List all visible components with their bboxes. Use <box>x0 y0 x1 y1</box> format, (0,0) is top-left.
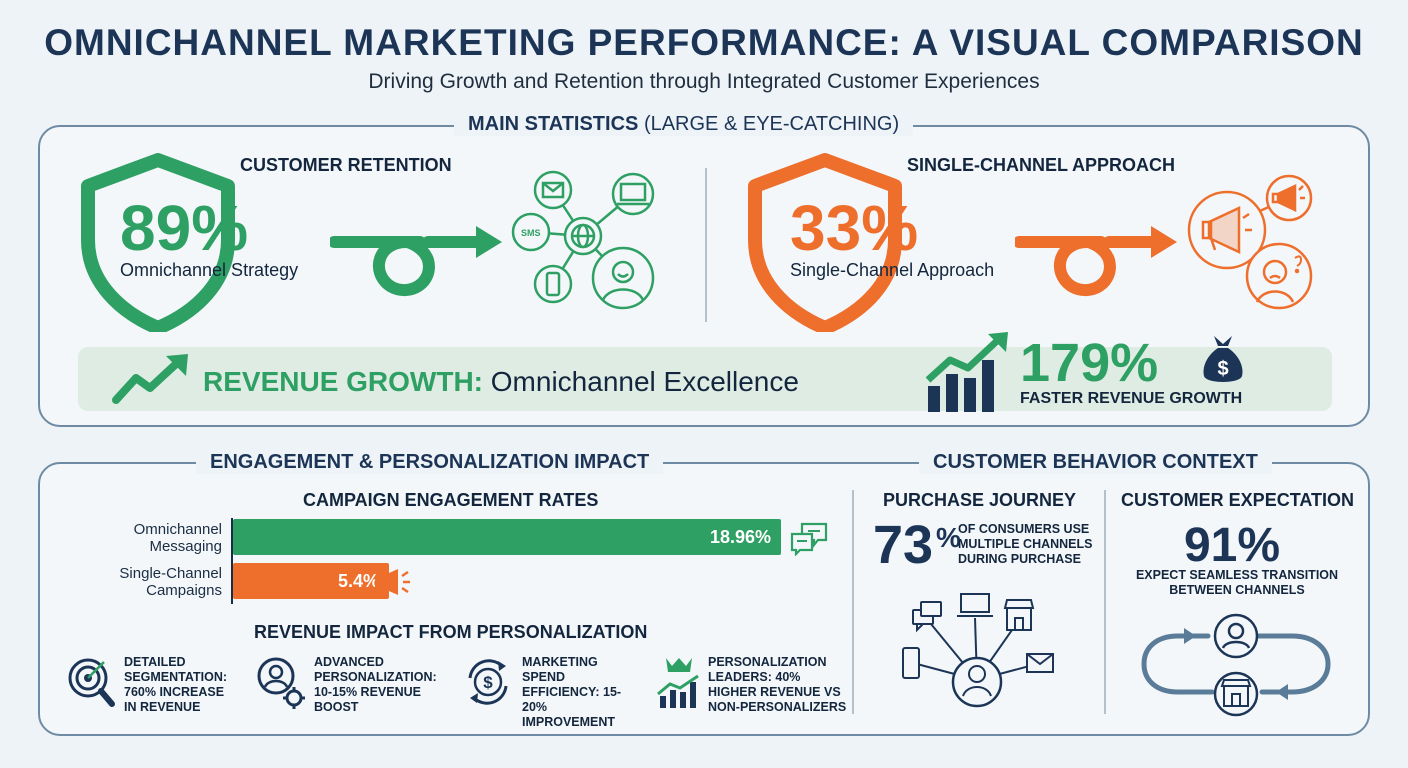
megaphone-icon <box>375 569 410 595</box>
customer-expectation-text: EXPECT SEAMLESS TRANSITION BETWEEN CHANN… <box>1135 568 1339 597</box>
loop-arrow-icon <box>1015 226 1177 297</box>
single-channel-label: Single-Channel Approach <box>790 260 995 280</box>
seamless-transition-icon <box>1141 613 1331 717</box>
megaphone-person-icon <box>1187 174 1313 310</box>
target-search-icon <box>68 658 115 707</box>
svg-text:$: $ <box>483 673 493 692</box>
campaign-engagement-title: CAMPAIGN ENGAGEMENT RATES <box>303 490 599 510</box>
revenue-growth-value: 179% <box>1020 333 1159 393</box>
loop-arrow-icon <box>330 226 502 297</box>
main-stats-divider <box>705 168 707 322</box>
main-statistics-title-light: (LARGE & EYE-CATCHING) <box>643 113 900 135</box>
shield-icon <box>748 153 902 332</box>
purchase-journey-percent: % <box>936 522 961 553</box>
purchase-journey-text: OF CONSUMERS USE MULTIPLE CHANNELS DURIN… <box>958 522 1093 566</box>
single-channel-heading: SINGLE-CHANNEL APPROACH <box>907 155 1176 175</box>
behavior-section-title: CUSTOMER BEHAVIOR CONTEXT <box>919 451 1272 474</box>
person-gear-icon <box>257 657 305 709</box>
money-bag-icon: $ <box>1203 336 1243 382</box>
revenue-growth-label: REVENUE GROWTH: Omnichannel Excellence <box>203 366 799 398</box>
customer-retention-heading: CUSTOMER RETENTION <box>240 155 452 175</box>
channel-network-icon: SMS <box>511 170 655 310</box>
bar-label-single-channel: Single-Channel Campaigns <box>119 565 222 599</box>
personalization-item-text: MARKETING SPEND EFFICIENCY: 15-20% IMPRO… <box>522 655 622 729</box>
revenue-growth-label-rest: Omnichannel Excellence <box>490 366 799 397</box>
dollar-cycle-icon: $ <box>468 659 508 705</box>
bar-single-channel: 5.4% <box>233 563 389 599</box>
revenue-growth-caption: FASTER REVENUE GROWTH <box>1020 390 1243 407</box>
chat-bubbles-icon <box>790 522 828 556</box>
behavior-divider <box>1104 490 1106 714</box>
engagement-panel <box>38 462 1370 736</box>
personalization-item-text: ADVANCED PERSONALIZATION: 10-15% REVENUE… <box>314 655 437 714</box>
retention-label: Omnichannel Strategy <box>120 260 299 280</box>
revenue-growth-banner <box>78 347 1332 411</box>
personalization-item-text: PERSONALIZATION LEADERS: 40% HIGHER REVE… <box>708 655 847 714</box>
crown-chart-icon <box>657 658 699 708</box>
retention-value: 89% <box>120 192 249 264</box>
sms-text: SMS <box>521 228 541 238</box>
engagement-behavior-divider <box>852 490 854 714</box>
personalization-item-text: DETAILED SEGMENTATION: 760% INCREASE IN … <box>124 655 228 714</box>
customer-journey-network-icon <box>902 593 1054 708</box>
chart-axis <box>231 518 233 604</box>
behavior-title-rule <box>860 462 906 464</box>
revenue-growth-label-bold: REVENUE GROWTH: <box>203 366 483 397</box>
purchase-journey-value: 73 <box>873 515 934 575</box>
shield-icon <box>81 153 235 332</box>
trend-up-arrow-icon <box>112 354 188 404</box>
page-title: OMNICHANNEL MARKETING PERFORMANCE: A VIS… <box>44 22 1364 63</box>
main-statistics-title-bold: MAIN STATISTICS <box>468 113 639 135</box>
customer-expectation-heading: CUSTOMER EXPECTATION <box>1121 490 1355 510</box>
single-channel-value: 33% <box>790 192 919 264</box>
bar-omnichannel: 18.96% <box>233 519 781 555</box>
purchase-journey-heading: PURCHASE JOURNEY <box>883 490 1077 510</box>
customer-expectation-value: 91% <box>1183 519 1281 572</box>
svg-text:$: $ <box>1217 358 1228 380</box>
revenue-impact-title: REVENUE IMPACT FROM PERSONALIZATION <box>254 622 648 642</box>
main-statistics-title: MAIN STATISTICS (LARGE & EYE-CATCHING) <box>454 113 914 136</box>
engagement-section-title: ENGAGEMENT & PERSONALIZATION IMPACT <box>196 451 664 474</box>
bar-chart-growth-icon <box>925 332 1008 412</box>
bar-label-omnichannel: Omnichannel Messaging <box>133 521 222 555</box>
page-subtitle: Driving Growth and Retention through Int… <box>368 70 1040 93</box>
